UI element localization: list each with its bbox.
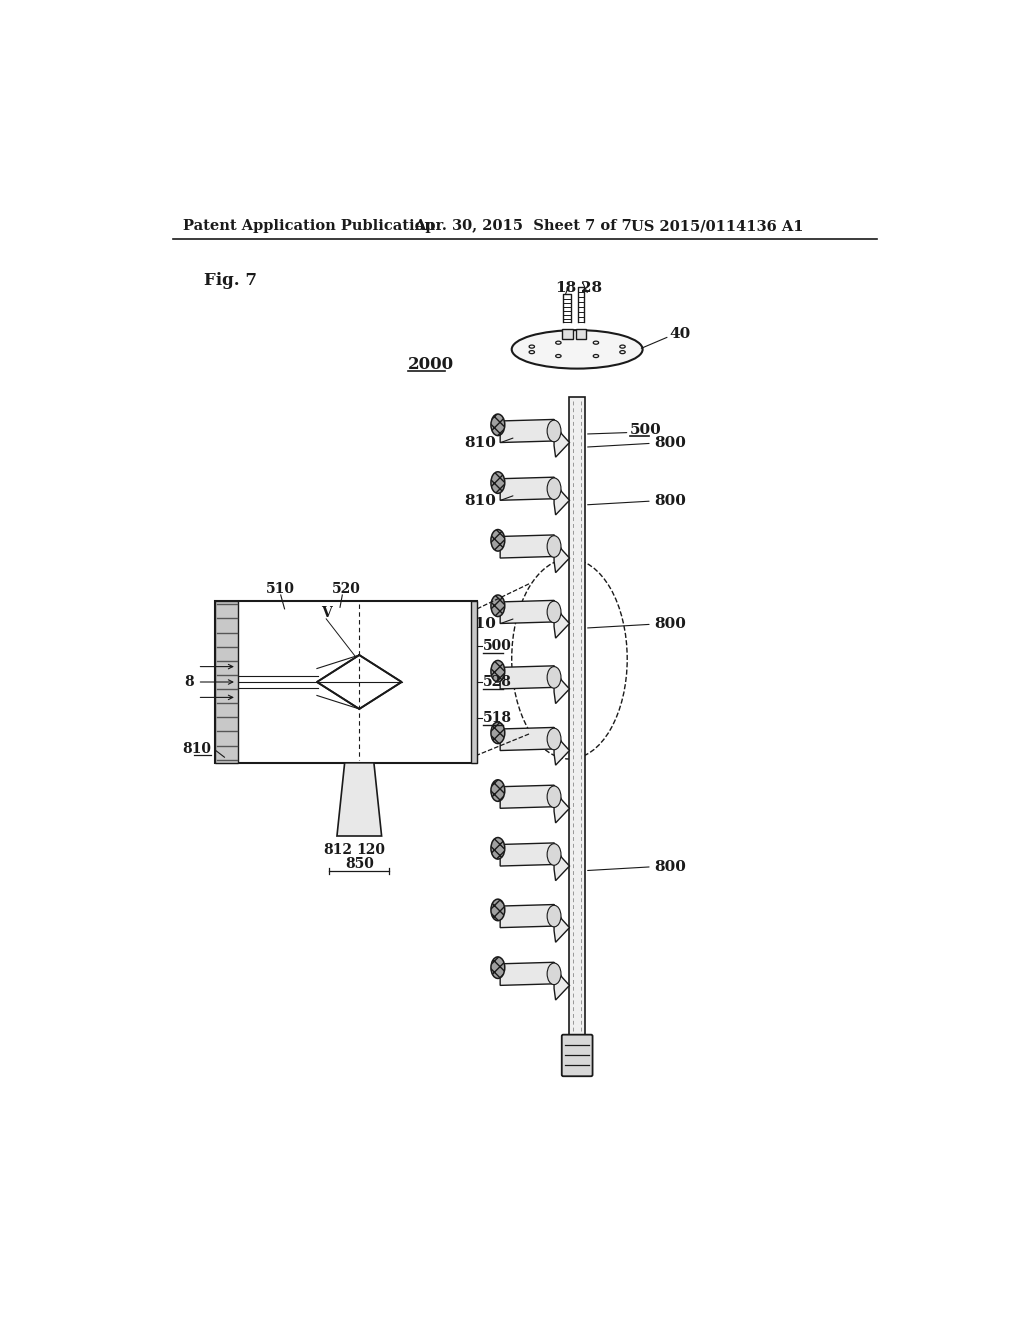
Ellipse shape xyxy=(547,729,561,750)
Polygon shape xyxy=(554,601,569,638)
Polygon shape xyxy=(500,785,554,808)
Ellipse shape xyxy=(547,420,561,442)
Polygon shape xyxy=(554,420,569,457)
Text: Fig. 7: Fig. 7 xyxy=(204,272,257,289)
Polygon shape xyxy=(554,727,569,766)
Ellipse shape xyxy=(490,957,505,978)
Text: 120: 120 xyxy=(356,843,385,857)
Text: 800: 800 xyxy=(654,618,686,631)
Polygon shape xyxy=(317,655,401,709)
Bar xyxy=(577,329,586,339)
Ellipse shape xyxy=(547,536,561,557)
Text: 520: 520 xyxy=(332,582,360,595)
Text: 812: 812 xyxy=(324,843,352,857)
Text: Patent Application Publication: Patent Application Publication xyxy=(183,219,435,234)
Ellipse shape xyxy=(490,899,505,921)
Polygon shape xyxy=(500,665,554,689)
Polygon shape xyxy=(500,843,554,866)
Text: 2000: 2000 xyxy=(408,356,454,374)
Ellipse shape xyxy=(547,478,561,499)
Polygon shape xyxy=(554,785,569,822)
Text: 18: 18 xyxy=(555,281,577,294)
Ellipse shape xyxy=(490,471,505,494)
Ellipse shape xyxy=(512,330,643,368)
Bar xyxy=(569,397,585,1036)
Text: 810: 810 xyxy=(465,437,497,450)
FancyBboxPatch shape xyxy=(562,1035,593,1076)
Text: 810: 810 xyxy=(465,494,497,508)
Polygon shape xyxy=(554,962,569,1001)
Bar xyxy=(471,601,477,763)
Ellipse shape xyxy=(490,595,505,616)
Ellipse shape xyxy=(547,667,561,688)
Polygon shape xyxy=(500,535,554,558)
Polygon shape xyxy=(500,478,554,500)
Text: 500: 500 xyxy=(483,639,512,653)
Ellipse shape xyxy=(547,906,561,927)
Ellipse shape xyxy=(490,780,505,801)
Polygon shape xyxy=(554,478,569,515)
Polygon shape xyxy=(500,601,554,623)
Text: 528: 528 xyxy=(483,675,512,689)
Ellipse shape xyxy=(547,843,561,866)
Text: 8: 8 xyxy=(184,675,194,689)
Polygon shape xyxy=(500,962,554,985)
Polygon shape xyxy=(554,843,569,880)
Ellipse shape xyxy=(490,722,505,743)
Text: 810: 810 xyxy=(465,618,497,631)
Polygon shape xyxy=(554,904,569,942)
Polygon shape xyxy=(500,420,554,442)
Text: 28: 28 xyxy=(582,281,602,294)
Ellipse shape xyxy=(490,838,505,859)
Ellipse shape xyxy=(547,964,561,985)
Polygon shape xyxy=(500,727,554,751)
Text: 40: 40 xyxy=(670,327,691,341)
Text: Apr. 30, 2015  Sheet 7 of 7: Apr. 30, 2015 Sheet 7 of 7 xyxy=(414,219,632,234)
Text: 850: 850 xyxy=(345,858,374,871)
Text: 810: 810 xyxy=(182,742,211,756)
Bar xyxy=(215,601,239,763)
Ellipse shape xyxy=(490,414,505,436)
Ellipse shape xyxy=(490,529,505,552)
Text: 800: 800 xyxy=(654,437,686,450)
Text: 518: 518 xyxy=(483,710,512,725)
Text: 800: 800 xyxy=(654,859,686,874)
Ellipse shape xyxy=(547,601,561,623)
Polygon shape xyxy=(337,763,382,836)
Bar xyxy=(562,329,572,339)
Text: 800: 800 xyxy=(654,494,686,508)
Text: 510: 510 xyxy=(266,582,295,595)
Polygon shape xyxy=(554,535,569,573)
Ellipse shape xyxy=(547,785,561,808)
Text: V: V xyxy=(321,606,332,619)
Ellipse shape xyxy=(490,660,505,682)
Text: US 2015/0114136 A1: US 2015/0114136 A1 xyxy=(631,219,804,234)
Polygon shape xyxy=(554,665,569,704)
Bar xyxy=(215,601,477,763)
Text: 500: 500 xyxy=(630,424,662,437)
Polygon shape xyxy=(500,904,554,928)
